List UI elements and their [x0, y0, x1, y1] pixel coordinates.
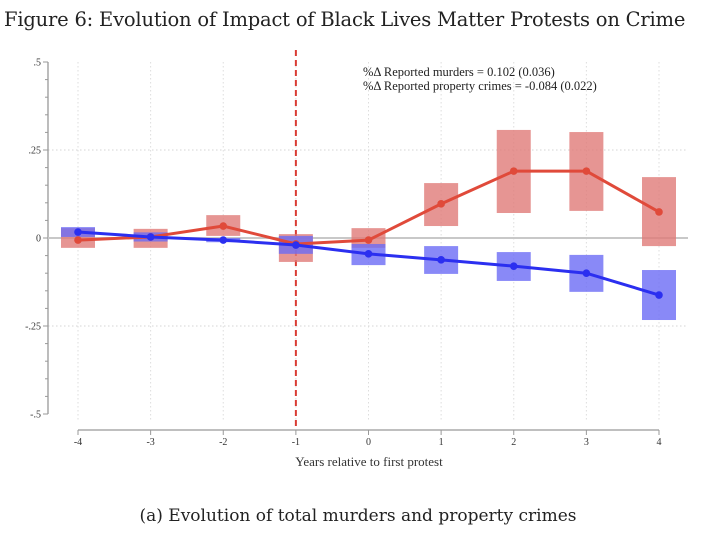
annotation-murders: %Δ Reported murders = 0.102 (0.036): [363, 65, 555, 79]
x-tick-label: -4: [74, 437, 82, 448]
x-tick-label: -1: [292, 437, 300, 448]
y-tick-label: .25: [29, 146, 42, 157]
x-tick-label: 2: [511, 437, 516, 448]
figure-caption: (a) Evolution of total murders and prope…: [139, 506, 577, 526]
x-tick-label: 3: [584, 437, 589, 448]
property-crimes-point: [655, 291, 663, 299]
property-crimes-point: [437, 256, 445, 264]
murders-point: [655, 208, 663, 216]
y-tick-label: -.25: [25, 322, 41, 333]
murders-point: [509, 167, 518, 175]
property-crimes-point: [219, 236, 228, 244]
x-axis-title: Years relative to first protest: [295, 454, 443, 469]
tick-label-layer: .5 .25 0 -.25 -.5 -4 -3 -2 -1 0 1 2 3 4: [25, 58, 661, 449]
event-study-chart: .5 .25 0 -.25 -.5 -4 -3 -2 -1 0 1 2 3 4 Years relativ…: [25, 50, 688, 469]
murders-point: [219, 222, 228, 230]
murders-point: [437, 200, 445, 208]
figure-title: Figure 6: Evolution of Impact of Black L…: [4, 8, 686, 31]
property-crimes-point: [292, 241, 300, 249]
x-tick-label: -2: [219, 437, 227, 448]
property-crimes-point: [364, 250, 373, 258]
murders-point: [364, 236, 373, 244]
x-tick-label: 4: [657, 437, 662, 448]
series-line-layer: [74, 167, 663, 299]
y-tick-label: 0: [36, 234, 41, 245]
property-crimes-point: [509, 262, 518, 270]
x-tick-label: 1: [439, 437, 444, 448]
property-crimes-point: [74, 228, 82, 236]
murders-point: [74, 236, 82, 244]
property-crimes-point: [582, 269, 591, 278]
y-tick-label: .5: [34, 58, 42, 69]
y-tick-label: -.5: [30, 410, 41, 421]
x-tick-label: -3: [146, 437, 154, 448]
murders-point: [582, 167, 591, 175]
x-tick-label: 0: [366, 437, 371, 448]
annotation-property-crimes: %Δ Reported property crimes = -0.084 (0.…: [363, 79, 597, 93]
property-crimes-point: [146, 233, 155, 241]
